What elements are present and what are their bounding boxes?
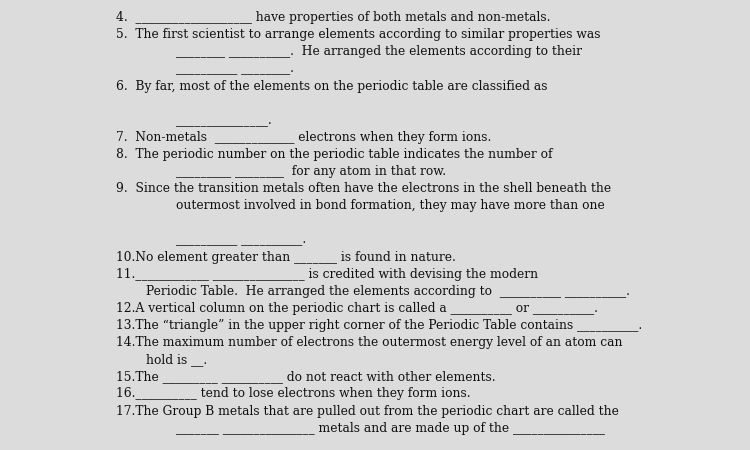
Text: 11.____________ _______________ is credited with devising the modern: 11.____________ _______________ is credi… bbox=[116, 268, 538, 281]
Text: 6.  By far, most of the elements on the periodic table are classified as: 6. By far, most of the elements on the p… bbox=[116, 80, 548, 93]
Text: _______ _______________ metals and are made up of the _______________: _______ _______________ metals and are m… bbox=[176, 422, 605, 435]
Text: 4.  ___________________ have properties of both metals and non-metals.: 4. ___________________ have properties o… bbox=[116, 11, 550, 24]
Text: hold is __.: hold is __. bbox=[146, 353, 208, 366]
Text: 14.The maximum number of electrons the outermost energy level of an atom can: 14.The maximum number of electrons the o… bbox=[116, 336, 622, 349]
Text: 15.The _________ __________ do not react with other elements.: 15.The _________ __________ do not react… bbox=[116, 370, 496, 383]
Text: 7.  Non-metals  _____________ electrons when they form ions.: 7. Non-metals _____________ electrons wh… bbox=[116, 131, 492, 144]
Text: 12.A vertical column on the periodic chart is called a __________ or __________.: 12.A vertical column on the periodic cha… bbox=[116, 302, 598, 315]
Text: 10.No element greater than _______ is found in nature.: 10.No element greater than _______ is fo… bbox=[116, 251, 456, 264]
Text: ________ __________.  He arranged the elements according to their: ________ __________. He arranged the ele… bbox=[176, 45, 582, 58]
Text: 5.  The first scientist to arrange elements according to similar properties was: 5. The first scientist to arrange elemen… bbox=[116, 28, 601, 41]
Text: Periodic Table.  He arranged the elements according to  __________ __________.: Periodic Table. He arranged the elements… bbox=[146, 285, 630, 298]
Text: 8.  The periodic number on the periodic table indicates the number of: 8. The periodic number on the periodic t… bbox=[116, 148, 553, 161]
Text: 17.The Group B metals that are pulled out from the periodic chart are called the: 17.The Group B metals that are pulled ou… bbox=[116, 405, 620, 418]
Text: 9.  Since the transition metals often have the electrons in the shell beneath th: 9. Since the transition metals often hav… bbox=[116, 182, 611, 195]
Text: __________ ________.: __________ ________. bbox=[176, 63, 294, 76]
Text: _______________.: _______________. bbox=[176, 114, 272, 127]
Text: _________ ________  for any atom in that row.: _________ ________ for any atom in that … bbox=[176, 165, 446, 178]
Text: 16.__________ tend to lose electrons when they form ions.: 16.__________ tend to lose electrons whe… bbox=[116, 387, 471, 400]
Text: 13.The “triangle” in the upper right corner of the Periodic Table contains _____: 13.The “triangle” in the upper right cor… bbox=[116, 319, 643, 332]
Text: __________ __________.: __________ __________. bbox=[176, 234, 307, 247]
Text: outermost involved in bond formation, they may have more than one: outermost involved in bond formation, th… bbox=[176, 199, 605, 212]
